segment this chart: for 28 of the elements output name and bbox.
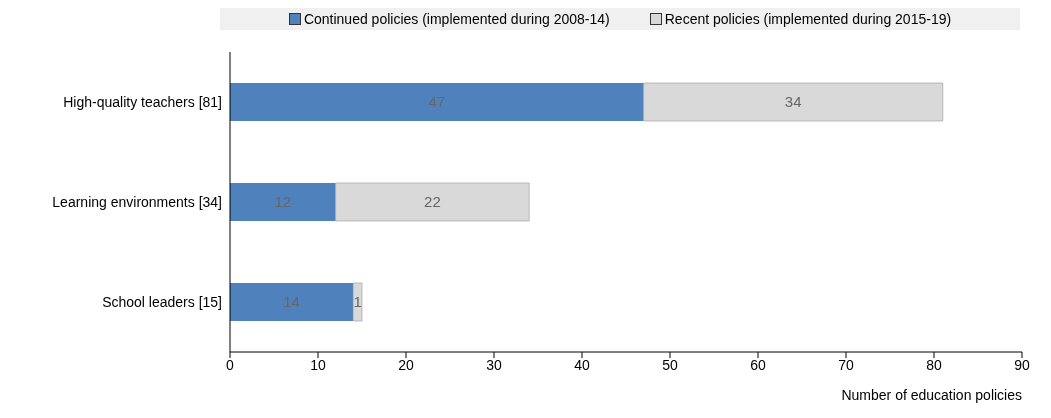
data-label: 14 [283, 293, 300, 311]
x-tick-label: 70 [838, 356, 854, 373]
data-label: 12 [274, 193, 292, 211]
x-tick-label: 60 [750, 356, 766, 373]
x-tick-label: 90 [1014, 356, 1030, 373]
bar [352, 282, 363, 322]
x-axis-title: Number of education policies [841, 387, 1022, 403]
data-label: 22 [424, 193, 441, 211]
bar [643, 82, 944, 122]
x-tick-label: 0 [226, 356, 235, 373]
x-tick-label: 40 [574, 356, 590, 373]
x-tick-label: 20 [398, 356, 414, 373]
bar [230, 283, 354, 321]
y-tick-label: High-quality teachers [81] [63, 93, 222, 110]
data-label: 47 [428, 93, 446, 111]
y-tick-label: Learning environments [34] [52, 193, 222, 210]
legend-label: Continued policies (implemented during 2008-14) [302, 11, 610, 27]
x-tick-label: 10 [310, 356, 326, 373]
bar [230, 83, 644, 121]
y-tick-label: School leaders [15] [102, 293, 222, 310]
x-tick-label: 30 [486, 356, 502, 373]
x-tick-label: 80 [926, 356, 942, 373]
legend-label: Recent policies (implemented during 2015-19) [663, 11, 952, 27]
data-label: 1 [353, 293, 362, 311]
x-tick-label: 50 [662, 356, 678, 373]
bar [230, 183, 336, 221]
bar [335, 182, 530, 222]
data-label: 34 [784, 93, 802, 111]
